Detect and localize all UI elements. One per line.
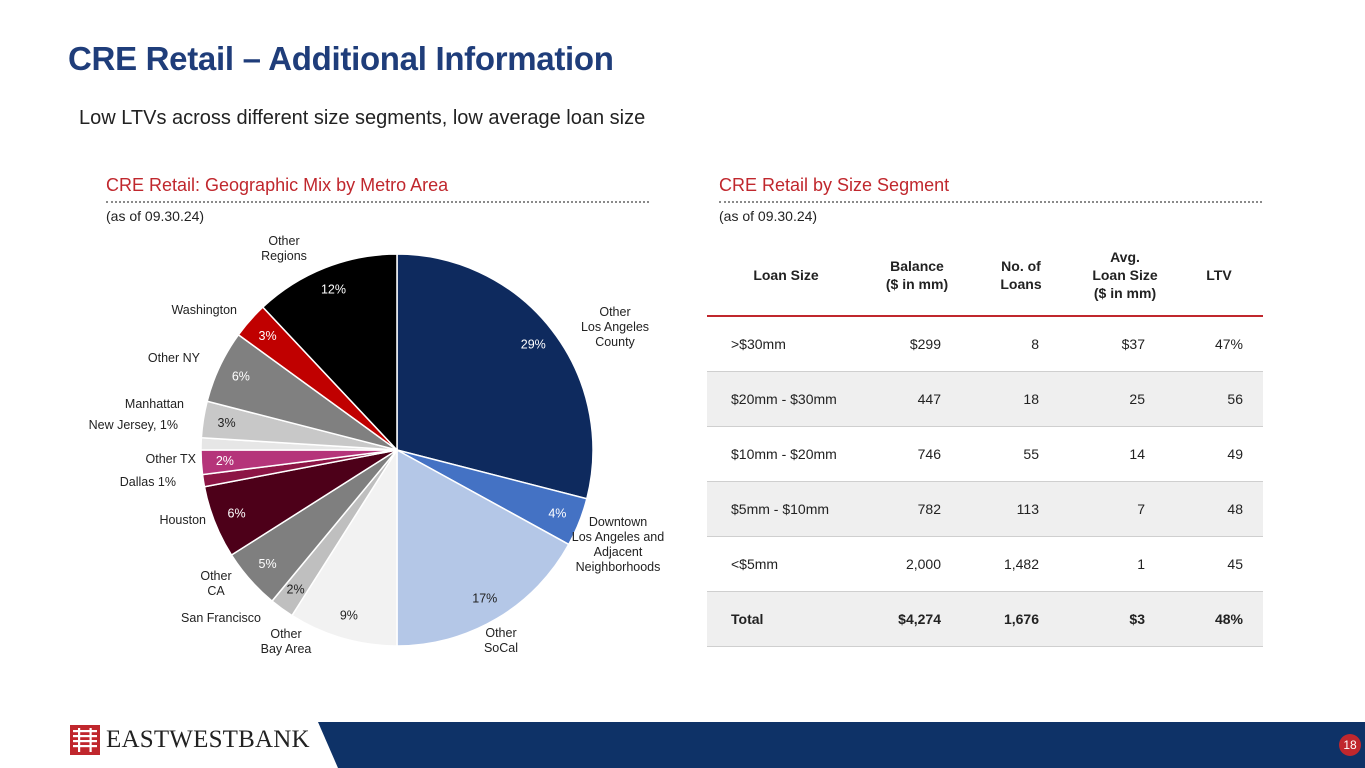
table-row: $5mm - $10mm 782 113 7 48 <box>707 482 1263 537</box>
cell-balance: 782 <box>917 501 941 517</box>
geo-mix-heading: CRE Retail: Geographic Mix by Metro Area <box>106 175 449 195</box>
geo-mix-divider <box>106 201 649 203</box>
pie-category-label: Downtown Los Angeles and Adjacent Neighborh… <box>572 515 664 574</box>
geo-mix-as-of: (as of 09.30.24) <box>106 208 205 224</box>
cell-loan-size: <$5mm <box>731 556 779 572</box>
pie-category-label: Other TX <box>146 452 197 466</box>
pie-pct-label: 4% <box>548 507 566 521</box>
pie-category-label: Washington <box>171 303 237 317</box>
pie-pct-label: 3% <box>259 329 277 343</box>
cell-ltv: 48% <box>1214 611 1243 627</box>
table-total-row: Total $4,274 1,676 $3 48% <box>707 592 1263 647</box>
cell-num-loans: 18 <box>1023 391 1039 407</box>
company-logo: EASTWESTBANK <box>70 725 310 755</box>
cell-avg-loan-size: $37 <box>1121 336 1145 352</box>
cell-avg-loan-size: $3 <box>1129 611 1145 627</box>
cell-balance: $299 <box>909 336 941 352</box>
table-row: <$5mm 2,000 1,482 1 45 <box>707 537 1263 592</box>
header-num-loans: No. of Loans <box>1000 258 1042 292</box>
pie-category-label: New Jersey, 1% <box>89 418 178 432</box>
pie-pct-label: 9% <box>340 609 358 623</box>
page-number-text: 18 <box>1343 738 1357 752</box>
cell-loan-size: $20mm - $30mm <box>731 391 837 407</box>
cell-balance: $4,274 <box>898 611 941 627</box>
table-row: $20mm - $30mm 447 18 25 56 <box>707 372 1263 427</box>
pie-pct-label: 17% <box>472 592 497 606</box>
pie-category-label: Other Los Angeles County <box>581 305 649 349</box>
pie-category-label: Manhattan <box>125 397 184 411</box>
size-segment-as-of: (as of 09.30.24) <box>719 208 818 224</box>
cell-avg-loan-size: 1 <box>1137 556 1145 572</box>
cell-loan-size: Total <box>731 611 764 627</box>
size-segment-heading: CRE Retail by Size Segment <box>719 175 950 195</box>
cell-balance: 447 <box>917 391 941 407</box>
pie-pct-label: 29% <box>521 337 546 351</box>
cell-balance: 2,000 <box>905 556 941 572</box>
cell-num-loans: 113 <box>1016 501 1039 517</box>
cell-avg-loan-size: 25 <box>1129 391 1145 407</box>
bank-logo-icon <box>70 725 100 755</box>
pie-slice-other-socal <box>396 448 570 647</box>
pie-pct-label: 6% <box>232 370 250 384</box>
cell-ltv: 45 <box>1227 556 1243 572</box>
header-ltv: LTV <box>1206 267 1232 283</box>
table-row: >$30mm $299 8 $37 47% <box>707 317 1263 372</box>
size-segment-divider <box>719 201 1262 203</box>
cell-ltv: 56 <box>1227 391 1243 407</box>
cell-num-loans: 55 <box>1023 446 1039 462</box>
pie-pct-label: 2% <box>287 583 305 597</box>
cell-num-loans: 8 <box>1031 336 1039 352</box>
header-avg-loan-size: Avg. Loan Size ($ in mm) <box>1092 249 1158 301</box>
page-title: CRE Retail – Additional Information <box>68 40 614 77</box>
geo-mix-pie-chart: 29% 4% 17% 9% 2% 5% 6% 2% 3% 6% 3% 12% Other Los Ang… <box>89 234 665 656</box>
pie-pct-label: 6% <box>228 507 246 521</box>
pie-slice-other-los-angeles-county <box>396 253 594 500</box>
pie-category-label: Other SoCal <box>484 626 518 655</box>
pie-category-label: Dallas 1% <box>120 475 176 489</box>
pie-category-label: Other Regions <box>261 234 307 263</box>
pie-pct-label: 5% <box>259 557 277 571</box>
pie-pct-label: 3% <box>218 416 236 430</box>
footer-bar <box>318 722 1365 768</box>
cell-ltv: 47% <box>1214 336 1243 352</box>
pie-pct-label: 12% <box>321 283 346 297</box>
page-number: 18 <box>1335 722 1365 768</box>
cell-num-loans: 1,482 <box>1003 556 1039 572</box>
cell-num-loans: 1,676 <box>1003 611 1039 627</box>
table-row: $10mm - $20mm 746 55 14 49 <box>707 427 1263 482</box>
logo-wordmark: EASTWESTBANK <box>106 726 310 753</box>
cell-ltv: 48 <box>1227 501 1243 517</box>
pie-pct-label: 2% <box>216 454 234 468</box>
pie-category-label: Other Bay Area <box>261 627 312 656</box>
header-balance: Balance ($ in mm) <box>885 258 949 292</box>
size-segment-table: Loan Size Balance ($ in mm) No. of Loans… <box>707 235 1263 647</box>
table-header-row: Loan Size Balance ($ in mm) No. of Loans… <box>707 235 1263 317</box>
pie-category-label: Other NY <box>148 351 201 365</box>
pie-category-label: San Francisco <box>181 611 261 625</box>
cell-ltv: 49 <box>1227 446 1243 462</box>
cell-loan-size: $10mm - $20mm <box>731 446 837 462</box>
pie-slice-other-regions <box>261 253 398 452</box>
cell-avg-loan-size: 14 <box>1129 446 1145 462</box>
footer: EASTWESTBANK 18 <box>0 722 1365 768</box>
cell-loan-size: >$30mm <box>731 336 786 352</box>
pie-slice-other-bay-area <box>290 447 398 647</box>
header-loan-size: Loan Size <box>753 267 819 283</box>
page-subtitle: Low LTVs across different size segments,… <box>79 107 646 129</box>
cell-balance: 746 <box>917 446 941 462</box>
cell-avg-loan-size: 7 <box>1137 501 1145 517</box>
cell-loan-size: $5mm - $10mm <box>731 501 830 517</box>
pie-category-label: Houston <box>159 513 206 527</box>
pie-category-label: Other CA <box>200 569 231 598</box>
